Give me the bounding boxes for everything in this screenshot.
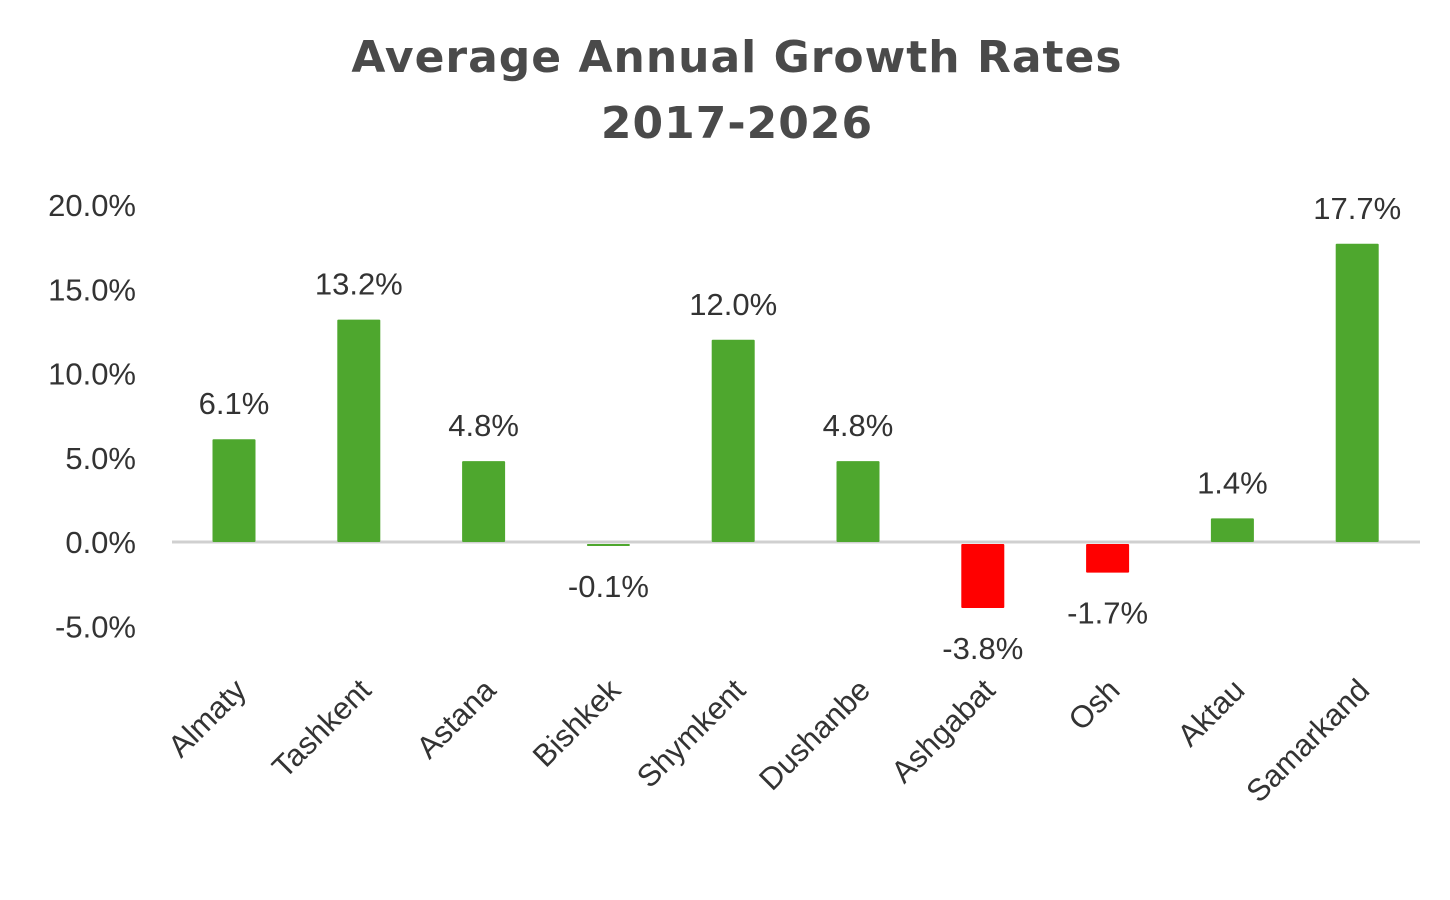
chart-subtitle: 2017-2026 xyxy=(601,98,873,149)
bar-shymkent xyxy=(711,339,755,542)
data-label: 12.0% xyxy=(689,287,777,322)
x-tick-label: Aktau xyxy=(1171,672,1252,753)
x-tick-label: Ashgabat xyxy=(884,672,1002,790)
bar-aktau xyxy=(1210,518,1254,542)
data-label: 17.7% xyxy=(1313,191,1401,226)
data-labels-group: 6.1% 13.2% 4.8% -0.1% 12.0% 4.8% -3.8% -1.7% 1.4… xyxy=(199,191,1401,666)
y-tick-label: 15.0% xyxy=(48,272,136,307)
x-tick-label: Shymkent xyxy=(630,672,752,794)
bar-osh xyxy=(1086,544,1130,573)
data-label: 6.1% xyxy=(199,386,270,421)
bar-samarkand xyxy=(1335,243,1379,542)
y-tick-label: -5.0% xyxy=(55,609,136,644)
bar-almaty xyxy=(212,439,256,542)
bar-ashgabat xyxy=(961,544,1005,609)
bars-group xyxy=(212,243,1379,609)
y-tick-label: 10.0% xyxy=(48,357,136,392)
bar-tashkent xyxy=(337,319,381,542)
data-label: 4.8% xyxy=(448,408,519,443)
x-tick-label: Samarkand xyxy=(1239,672,1376,809)
data-label: 13.2% xyxy=(315,267,403,302)
data-label: 4.8% xyxy=(823,408,894,443)
x-tick-label: Astana xyxy=(410,672,504,766)
data-label: -1.7% xyxy=(1067,596,1148,631)
x-axis: Almaty Tashkent Astana Bishkek Shymkent Dusha… xyxy=(161,672,1376,809)
x-tick-label: Osh xyxy=(1062,672,1127,737)
y-tick-label: 5.0% xyxy=(65,441,136,476)
y-tick-label: 0.0% xyxy=(65,525,136,560)
bar-astana xyxy=(462,461,506,542)
bar-dushanbe xyxy=(836,461,880,542)
x-tick-label: Almaty xyxy=(161,672,253,764)
y-tick-label: 20.0% xyxy=(48,188,136,223)
data-label: 1.4% xyxy=(1197,465,1268,500)
bar-bishkek xyxy=(586,544,630,546)
data-label: -3.8% xyxy=(942,631,1023,666)
x-tick-label: Dushanbe xyxy=(752,672,877,797)
x-tick-label: Tashkent xyxy=(265,672,378,785)
chart-title: Average Annual Growth Rates xyxy=(351,32,1122,83)
x-tick-label: Bishkek xyxy=(526,672,628,774)
y-axis: 20.0% 15.0% 10.0% 5.0% 0.0% -5.0% xyxy=(48,188,136,644)
data-label: -0.1% xyxy=(568,569,649,604)
